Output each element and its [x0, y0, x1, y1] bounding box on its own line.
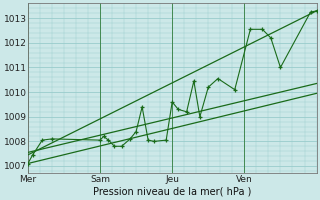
X-axis label: Pression niveau de la mer( hPa ): Pression niveau de la mer( hPa ) — [93, 187, 252, 197]
